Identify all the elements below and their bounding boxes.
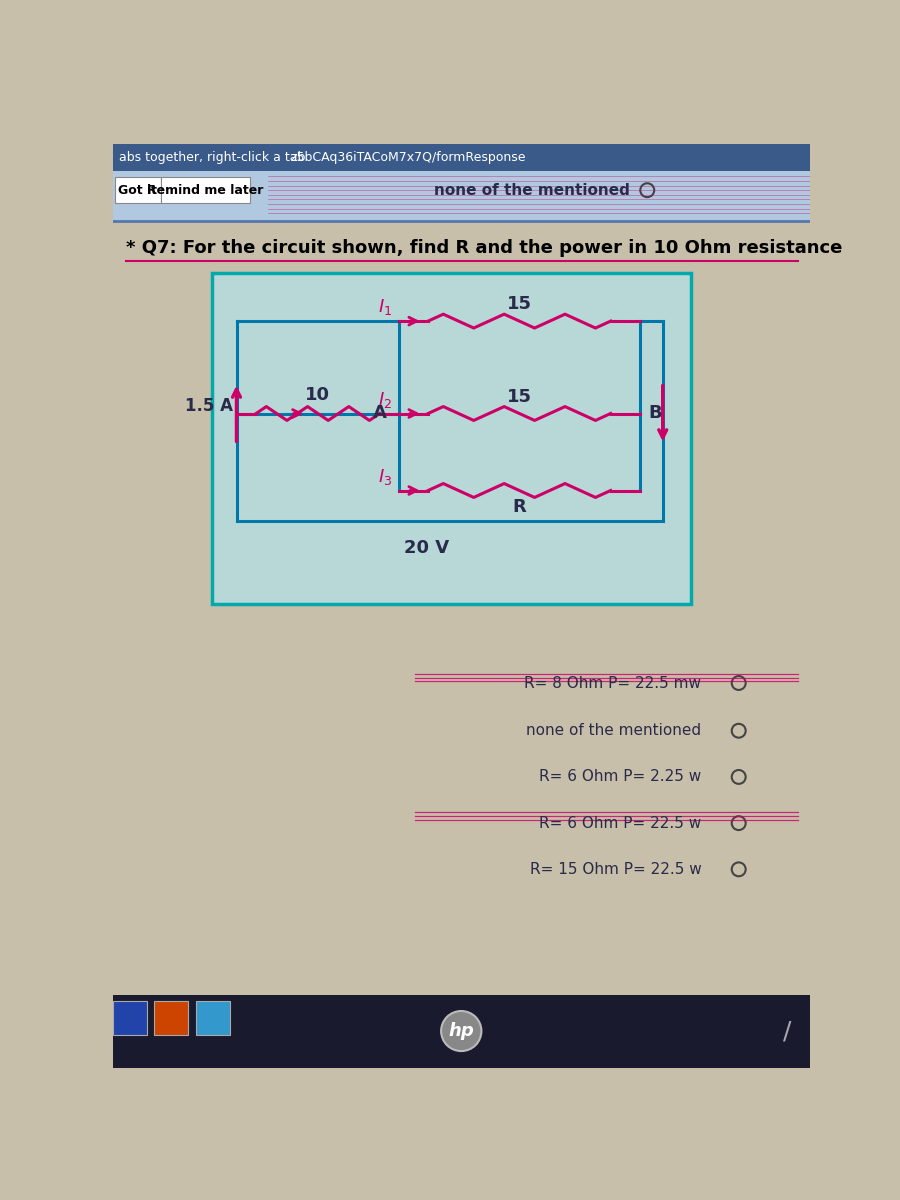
Text: R= 8 Ohm P= 22.5 mw: R= 8 Ohm P= 22.5 mw — [525, 676, 701, 690]
Text: $I_3$: $I_3$ — [378, 467, 392, 487]
Circle shape — [441, 1012, 482, 1051]
Text: B: B — [648, 404, 662, 422]
Text: abs together, right-click a tab: abs together, right-click a tab — [119, 150, 305, 163]
FancyBboxPatch shape — [212, 274, 690, 605]
FancyBboxPatch shape — [112, 995, 810, 1068]
Text: none of the mentioned: none of the mentioned — [526, 724, 701, 738]
Text: Remind me later: Remind me later — [148, 184, 264, 197]
FancyBboxPatch shape — [154, 1001, 188, 1034]
Text: 20 V: 20 V — [404, 539, 449, 557]
Text: $I_1$: $I_1$ — [378, 298, 392, 317]
Text: R= 15 Ohm P= 22.5 w: R= 15 Ohm P= 22.5 w — [530, 862, 701, 877]
Text: R= 6 Ohm P= 2.25 w: R= 6 Ohm P= 2.25 w — [539, 769, 701, 785]
Text: 1.5 A: 1.5 A — [184, 397, 232, 415]
Text: $I_2$: $I_2$ — [378, 390, 392, 409]
FancyBboxPatch shape — [161, 178, 249, 203]
FancyBboxPatch shape — [115, 178, 160, 203]
Text: /: / — [783, 1019, 791, 1043]
Text: R= 6 Ohm P= 22.5 w: R= 6 Ohm P= 22.5 w — [539, 816, 701, 830]
Text: R: R — [512, 498, 526, 516]
Text: none of the mentioned: none of the mentioned — [435, 182, 630, 198]
Text: Got it: Got it — [118, 184, 157, 197]
FancyBboxPatch shape — [112, 170, 810, 221]
FancyBboxPatch shape — [112, 1001, 147, 1034]
Text: * Q7: For the circuit shown, find R and the power in 10 Ohm resistance: * Q7: For the circuit shown, find R and … — [126, 239, 842, 257]
FancyBboxPatch shape — [112, 144, 810, 170]
Text: 15: 15 — [507, 295, 532, 313]
FancyBboxPatch shape — [196, 1001, 230, 1034]
Text: A: A — [373, 404, 387, 422]
Text: z5bCAq36iTACoM7x7Q/formResponse: z5bCAq36iTACoM7x7Q/formResponse — [291, 150, 526, 163]
Text: 10: 10 — [305, 386, 330, 404]
Text: hp: hp — [448, 1022, 474, 1040]
Text: 15: 15 — [507, 388, 532, 406]
